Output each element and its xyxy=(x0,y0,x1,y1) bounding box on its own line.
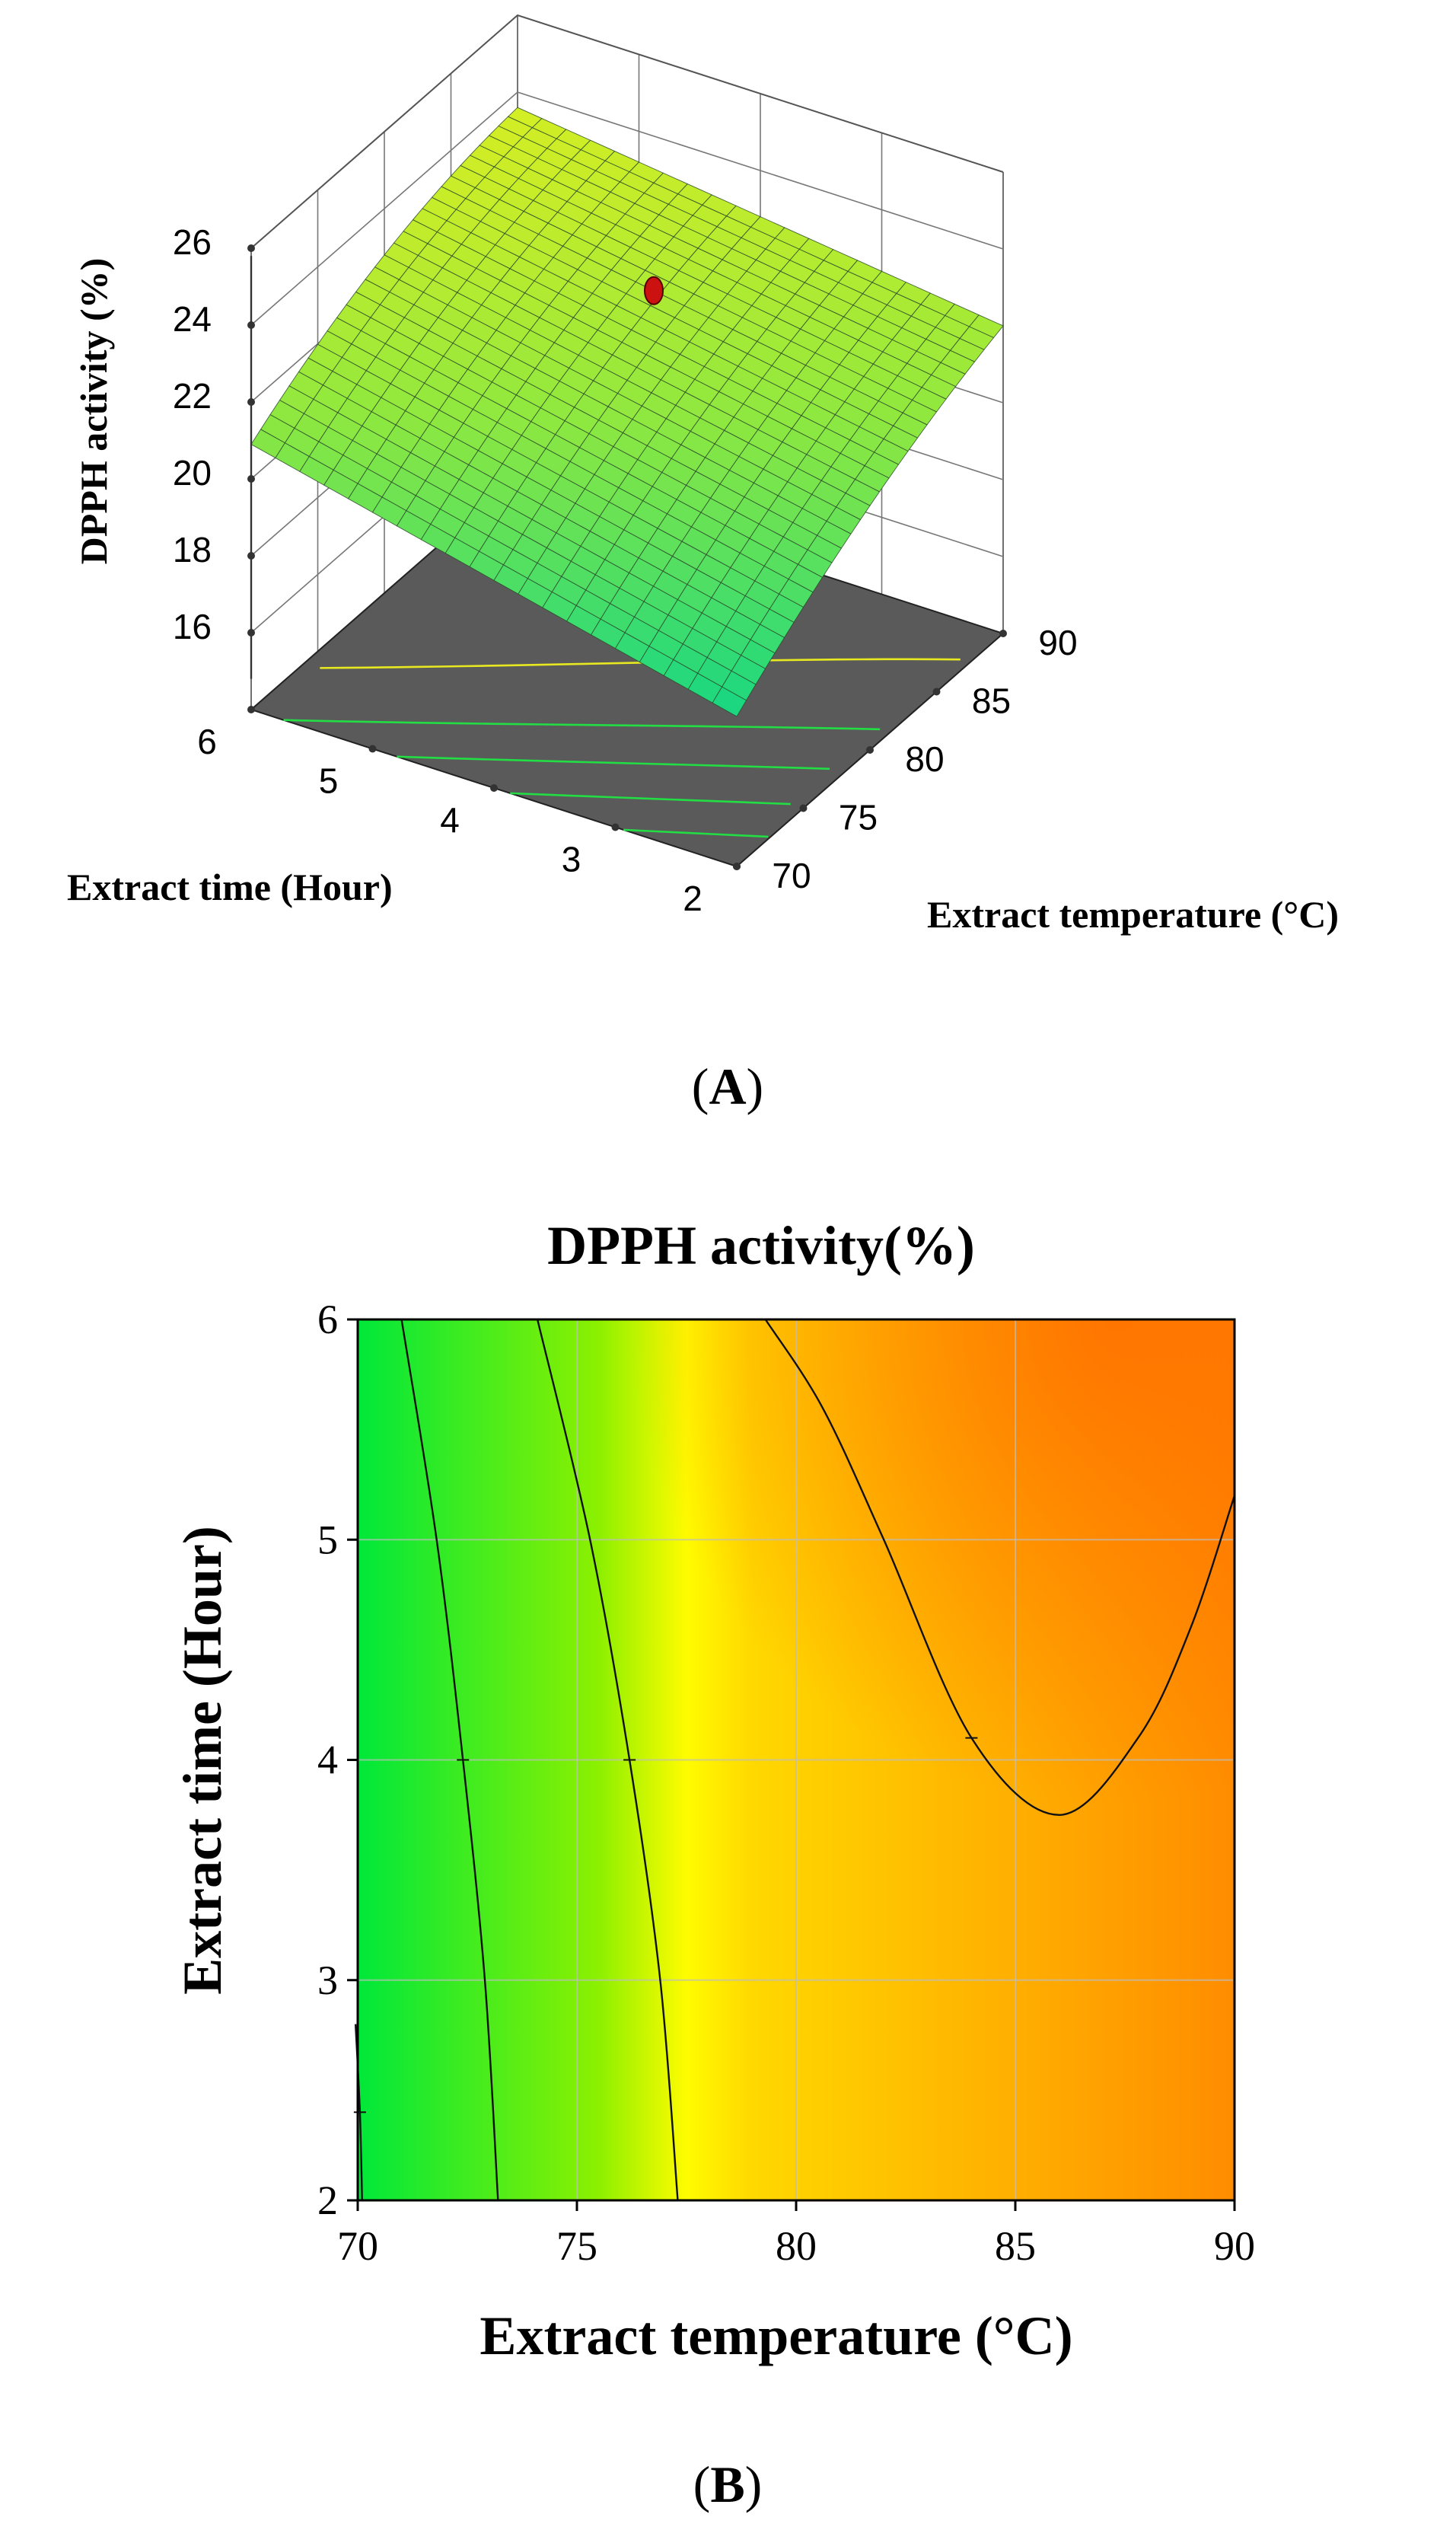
temp-tick-label: 70 xyxy=(772,856,811,895)
contour-title: DPPH activity(%) xyxy=(547,1215,975,1276)
back-grid-line xyxy=(250,91,1004,326)
box-edge-top xyxy=(250,14,1004,249)
z-tick-mark xyxy=(247,475,255,483)
panel-b-contour-plot: DPPH activity(%) 70 75 80 85 90 2 3 4 5 6 Extract… xyxy=(172,1215,1255,2513)
z-tick-label: 24 xyxy=(173,299,212,339)
x-axis-title: Extract temperature (°C) xyxy=(479,2305,1072,2366)
z-tick-label: 22 xyxy=(173,376,212,416)
x-axis-title-time: Extract time (Hour) xyxy=(67,866,393,908)
temp-tick-mark xyxy=(999,630,1007,637)
y-tick-label: 5 xyxy=(317,1517,338,1562)
time-tick-label: 6 xyxy=(197,722,217,761)
axis-ticks: 70 75 80 85 90 2 3 4 5 6 xyxy=(317,1297,1255,2269)
floor-contour-line xyxy=(397,755,830,770)
z-tick-mark xyxy=(247,629,255,636)
y-tick-label: 3 xyxy=(317,1957,338,2003)
x-tick-label: 70 xyxy=(337,2223,378,2269)
y-tick-label: 6 xyxy=(317,1297,338,1342)
time-tick-label: 5 xyxy=(319,761,339,801)
contour-4 xyxy=(764,1319,1236,1817)
z-tick-mark xyxy=(247,552,255,560)
temp-tick-label: 80 xyxy=(905,739,944,779)
z-axis-title: DPPH activity (%) xyxy=(72,258,115,565)
panel-letter-b: B xyxy=(710,2455,744,2513)
panel-a-surface-plot: 16 18 20 22 24 26 2 3 4 5 6 70 75 80 85 90 DPPH activit… xyxy=(67,14,1339,1115)
time-tick-label: 3 xyxy=(562,840,581,879)
time-tick-label: 2 xyxy=(683,879,703,918)
z-tick-label: 26 xyxy=(173,222,212,262)
y-axis-title: Extract time (Hour) xyxy=(172,1526,233,1995)
z-tick-label: 16 xyxy=(173,607,212,646)
panel-label-a: (A) xyxy=(692,1058,763,1115)
z-tick-mark xyxy=(247,244,255,252)
x-tick-label: 80 xyxy=(776,2223,817,2269)
time-tick-mark xyxy=(247,706,255,713)
response-surface xyxy=(250,107,1004,717)
x-tick-label: 85 xyxy=(995,2223,1036,2269)
temp-tick-label: 85 xyxy=(972,681,1011,721)
y-tick-label: 2 xyxy=(317,2178,338,2223)
panel-letter-a: A xyxy=(709,1058,746,1115)
y-tick-label: 4 xyxy=(317,1737,338,1783)
floor-contour-line xyxy=(510,792,791,806)
floor-contour-line xyxy=(283,719,881,731)
time-tick-mark xyxy=(368,745,377,753)
design-point xyxy=(644,276,664,305)
floor-contour-line xyxy=(320,658,961,669)
z-tick-mark xyxy=(247,398,255,406)
z-tick-mark xyxy=(247,321,255,329)
time-tick-mark xyxy=(490,784,498,792)
time-tick-label: 4 xyxy=(440,800,460,840)
temp-tick-mark xyxy=(799,804,808,812)
surface-cell xyxy=(712,686,747,717)
axis-ticks-3d: 16 18 20 22 24 26 2 3 4 5 6 70 75 80 85 90 xyxy=(173,222,1078,918)
temp-tick-mark xyxy=(733,863,741,870)
x-tick-label: 90 xyxy=(1214,2223,1255,2269)
z-tick-label: 18 xyxy=(173,530,212,570)
panel-label-b: (B) xyxy=(693,2455,763,2513)
x-tick-label: 75 xyxy=(556,2223,597,2269)
z-tick-label: 20 xyxy=(173,453,212,493)
temp-tick-mark xyxy=(866,746,874,754)
temp-tick-label: 75 xyxy=(839,798,878,838)
time-tick-mark xyxy=(611,823,620,831)
contour-lines xyxy=(353,1319,1236,2201)
y-axis-title-temperature: Extract temperature (°C) xyxy=(927,893,1339,936)
temp-tick-mark xyxy=(932,688,941,696)
design-point-marker xyxy=(644,276,664,305)
floor-contour-line xyxy=(623,828,769,838)
temp-tick-label: 90 xyxy=(1038,623,1077,662)
